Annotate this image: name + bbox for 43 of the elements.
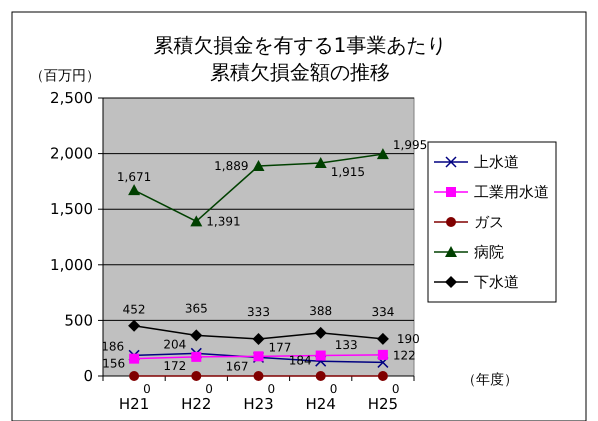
- y-tick-label: 1,500: [50, 200, 93, 218]
- x-tick-label: H25: [368, 395, 398, 413]
- data-label: 172: [163, 358, 186, 373]
- y-tick-label: 1,000: [50, 256, 93, 274]
- title: 累積欠損金を有する1事業あたり累積欠損金額の推移: [154, 33, 446, 84]
- y-axis-title: （百万円）: [30, 68, 100, 84]
- data-label: 0: [268, 382, 276, 396]
- legend-label: 上水道: [474, 153, 519, 171]
- data-label: 333: [247, 304, 270, 319]
- data-label: 334: [371, 304, 394, 319]
- data-label: 1,671: [116, 170, 152, 184]
- data-label: 1,391: [206, 214, 241, 228]
- legend-label: 病院: [474, 243, 504, 261]
- data-label: 190: [396, 332, 420, 346]
- data-label: 0: [392, 382, 400, 396]
- legend-label: 工業用水道: [474, 183, 549, 201]
- x-tick-label: H22: [181, 395, 212, 413]
- data-label: 1,995: [392, 138, 428, 152]
- x-tick-label: H24: [306, 395, 336, 413]
- data-label: 0: [330, 382, 338, 396]
- data-label: 0: [205, 382, 213, 396]
- data-label: 1,889: [214, 158, 248, 173]
- data-label: 122: [392, 348, 416, 362]
- x-axis-title: （年度）: [462, 372, 518, 388]
- legend-label: 下水道: [474, 273, 519, 291]
- data-label: 0: [143, 382, 151, 396]
- data-label: 365: [184, 301, 208, 316]
- data-label: 177: [268, 340, 292, 354]
- data-label: 204: [163, 337, 186, 352]
- y-tick-label: 2,000: [50, 144, 93, 163]
- data-label: 167: [226, 359, 248, 374]
- data-label: 1,915: [330, 165, 366, 180]
- y-tick-label: 500: [64, 311, 93, 330]
- legend-label: ガス: [474, 213, 504, 231]
- data-label: 156: [102, 356, 126, 371]
- x-tick-label: H23: [243, 395, 274, 413]
- data-label: 186: [101, 339, 124, 354]
- y-tick-label: 0: [83, 367, 93, 385]
- data-label: 452: [122, 302, 146, 317]
- x-tick-label: H21: [118, 395, 150, 413]
- data-label: 133: [334, 338, 358, 352]
- y-tick-label: 2,500: [50, 89, 93, 107]
- data-label: 388: [309, 304, 332, 318]
